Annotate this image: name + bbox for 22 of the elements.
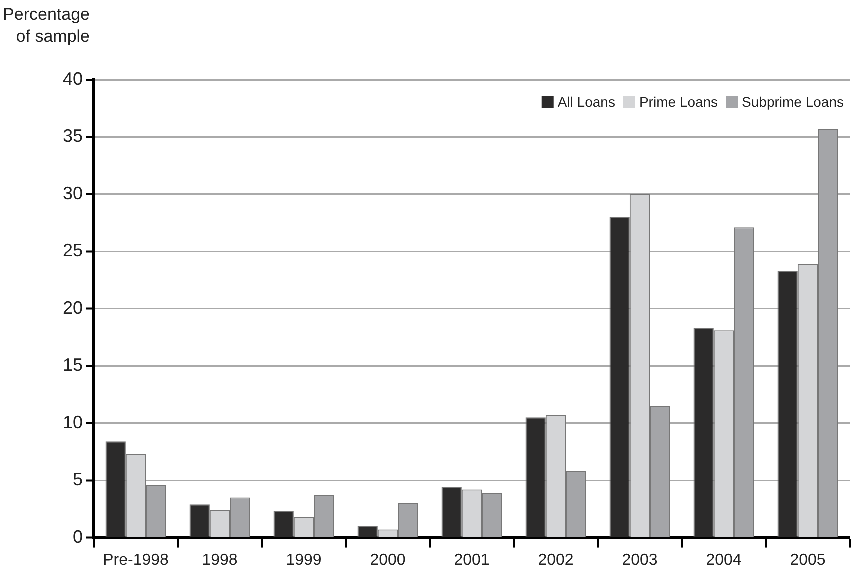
x-tick-label: 2002	[538, 552, 574, 569]
x-tick-label: 2004	[706, 552, 742, 569]
y-tick-label: 15	[62, 355, 84, 376]
y-tick-label: 25	[62, 240, 84, 261]
y-axis-title: Percentage of sample	[2, 4, 90, 48]
y-tick-label: 0	[73, 526, 84, 547]
y-tick-label: 20	[62, 298, 84, 318]
y-tick-label: 35	[62, 126, 84, 146]
y-tick-label: 40	[62, 68, 84, 89]
legend-label: Subprime Loans	[742, 94, 844, 110]
x-tick-label: 2005	[790, 552, 826, 569]
y-tick-label: 5	[73, 470, 84, 490]
x-tick-label: 2001	[454, 552, 490, 569]
legend-label: Prime Loans	[639, 94, 718, 110]
legend-label: All Loans	[558, 94, 616, 110]
x-tick-label: 2003	[622, 552, 658, 569]
x-tick-label: Pre-1998	[103, 552, 170, 569]
x-tick-label: 2000	[370, 552, 406, 569]
x-tick-label: 1998	[202, 552, 238, 569]
y-tick-label: 10	[62, 412, 84, 432]
y-tick-label: 30	[62, 183, 84, 204]
x-tick-label: 1999	[286, 552, 322, 569]
